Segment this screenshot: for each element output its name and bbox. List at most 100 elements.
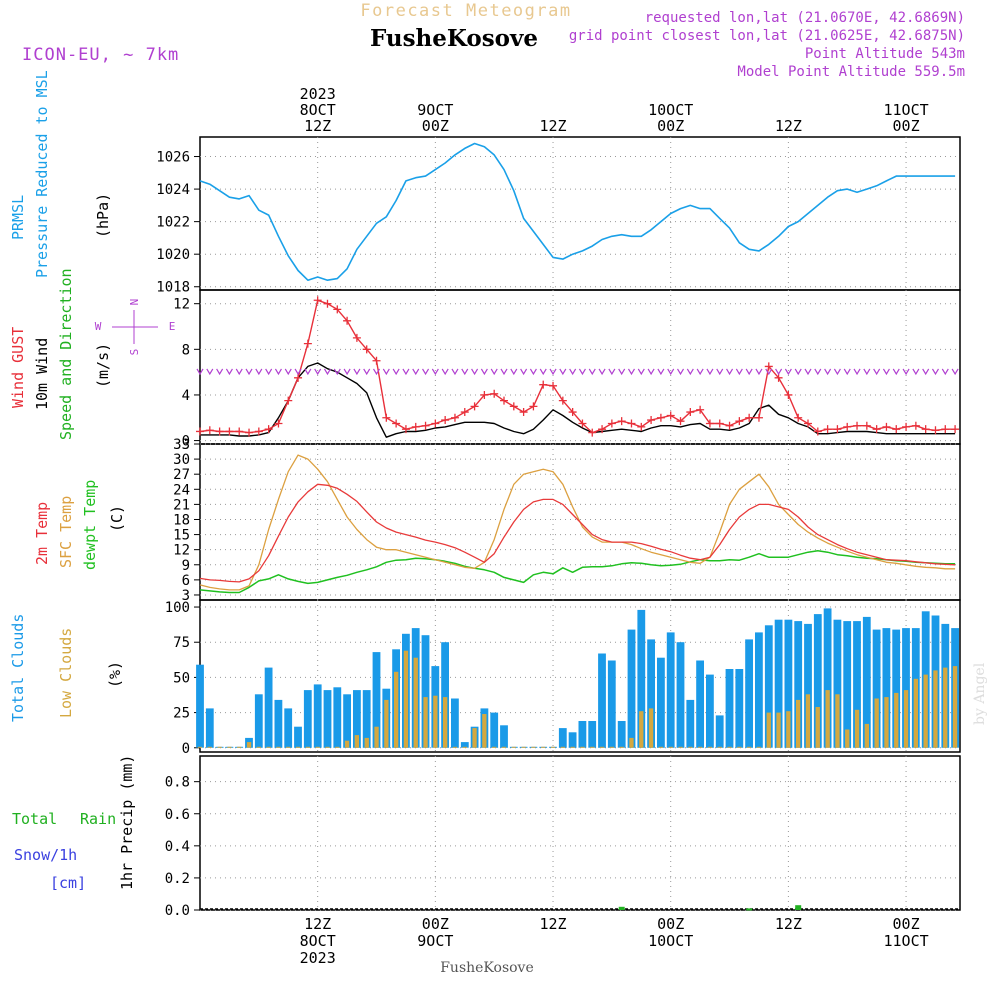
wind-direction-marker <box>392 368 400 376</box>
gust-marker <box>902 422 911 431</box>
y-tick-label: 75 <box>173 635 190 651</box>
y-tick-label: 1018 <box>156 280 190 296</box>
low-cloud-bar <box>825 690 830 748</box>
low-cloud-bar <box>462 746 467 748</box>
gust-marker <box>480 390 489 399</box>
total-cloud-bar <box>568 732 577 748</box>
low-cloud-bar <box>305 746 310 748</box>
wind-direction-marker <box>882 368 890 376</box>
gust-marker <box>833 425 842 434</box>
gust-marker <box>362 345 371 354</box>
wind-direction-marker <box>431 368 439 376</box>
wind-direction-marker <box>539 368 547 376</box>
total-cloud-bar <box>196 664 204 748</box>
gust-marker <box>519 408 528 417</box>
top-time-label: 12Z <box>539 117 566 135</box>
total-cloud-bar <box>696 660 704 748</box>
gust-marker <box>254 427 263 436</box>
wind-direction-marker <box>637 368 645 376</box>
low-cloud-bar <box>943 667 948 748</box>
wind-direction-marker <box>843 368 851 376</box>
total-cloud-bar <box>794 621 803 748</box>
low-cloud-bar <box>629 737 634 748</box>
y-tick-label: 0.2 <box>165 871 190 887</box>
location-title: FusheKosove <box>370 25 538 52</box>
gust-marker <box>607 419 616 428</box>
model-label: ICON-EU, ~ 7km <box>22 45 179 65</box>
footer-location: FusheKosove <box>440 960 534 976</box>
requested-coordinates: requested lon,lat (21.0670E, 42.6869N) <box>645 10 965 26</box>
gust-marker <box>313 296 322 305</box>
total-cloud-bar <box>853 621 861 748</box>
bottom-time-label: 11OCT <box>883 932 928 950</box>
low-cloud-bar <box>227 746 232 748</box>
gust-marker <box>656 413 665 422</box>
gust-marker <box>882 422 891 431</box>
low-cloud-bar <box>286 746 291 748</box>
wind-direction-marker <box>500 368 508 376</box>
total-cloud-bar <box>607 660 616 748</box>
wind-direction-marker <box>627 368 635 376</box>
wind-direction-marker <box>510 368 518 376</box>
clouds-unit: (%) <box>106 661 124 688</box>
gust-marker <box>627 419 636 428</box>
low-cloud-bar <box>521 746 526 748</box>
gust-marker <box>549 381 558 390</box>
top-time-label: 00Z <box>657 117 684 135</box>
low-cloud-bar <box>952 666 958 748</box>
gust-marker <box>931 426 940 435</box>
gust-marker <box>333 305 342 314</box>
gust-marker <box>745 413 754 422</box>
low-cloud-bar <box>344 740 350 748</box>
gust-marker <box>951 425 960 434</box>
gust-marker <box>823 425 832 434</box>
low-cloud-bar <box>658 746 663 748</box>
gust-marker <box>617 417 626 426</box>
y-tick-label: 8 <box>182 342 190 358</box>
total-cloud-bar <box>804 623 812 748</box>
total-cloud-bar <box>813 614 822 748</box>
wind-direction-marker <box>314 368 322 376</box>
wind-compass: N S W E <box>95 299 176 356</box>
gust-marker <box>500 396 508 405</box>
low-cloud-bar <box>639 711 644 748</box>
bottom-time-label: 12Z <box>775 915 802 933</box>
low-cloud-bar <box>550 746 556 748</box>
low-cloud-bar <box>796 699 801 748</box>
gust-marker <box>382 413 391 422</box>
gust-marker <box>696 405 705 414</box>
rain-bar <box>795 905 802 910</box>
gust-marker <box>352 333 361 342</box>
low-cloud-bar <box>619 746 624 748</box>
wind-direction-marker <box>735 368 743 376</box>
rain-bar <box>618 906 625 910</box>
low-cloud-bar <box>295 746 301 748</box>
low-cloud-bar <box>433 695 438 748</box>
temp-2m-label: 2m Temp <box>33 502 51 565</box>
precip-panel-frame <box>199 755 961 911</box>
bottom-time-label: 8OCT <box>300 932 336 950</box>
y-tick-label: 1020 <box>156 247 190 263</box>
low-cloud-bar <box>688 746 693 748</box>
wind-direction-marker <box>206 368 214 376</box>
wind-direction-marker <box>559 368 567 376</box>
low-cloud-bar <box>776 712 781 748</box>
wind-direction-marker <box>549 368 557 376</box>
low-cloud-bar <box>599 746 605 748</box>
total-cloud-bar <box>362 690 371 748</box>
wind-direction-marker <box>745 368 753 376</box>
wind-direction-marker <box>284 368 292 376</box>
wind-direction-marker <box>274 368 282 376</box>
y-tick-label: 9 <box>182 558 190 574</box>
wind-direction-marker <box>824 368 832 376</box>
gust-marker <box>813 427 822 436</box>
gust-marker <box>294 373 303 382</box>
total-cloud-bar <box>725 669 734 748</box>
low-cloud-bar <box>384 699 389 748</box>
total-cloud-bar <box>353 690 361 748</box>
wind-direction-marker <box>363 368 371 376</box>
low-cloud-bar <box>815 707 820 748</box>
wind-direction-marker <box>520 368 528 376</box>
gust-marker <box>450 413 459 422</box>
